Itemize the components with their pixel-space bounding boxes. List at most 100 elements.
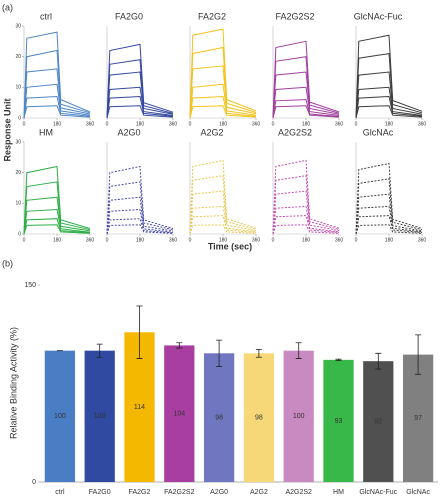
x-tick-label: GlcNAc-Fuc: [359, 489, 397, 496]
value-label: 93: [335, 418, 343, 425]
x-tick-label: A2G0: [210, 489, 228, 496]
sensorgram-curve: [272, 71, 340, 119]
panel-label: (b): [2, 258, 13, 268]
sensorgram-curve: [106, 165, 174, 235]
sensorgram-curve: [189, 159, 257, 235]
sensorgram-curve: [355, 178, 423, 235]
panel-title: FA2G2: [198, 11, 226, 21]
x-tick-label: 360: [418, 237, 427, 243]
sensorgram-curve: [106, 71, 174, 119]
sensorgram-curve: [272, 215, 340, 235]
x-tick-label: 180: [136, 237, 145, 243]
x-tick-label: 0: [23, 121, 26, 127]
value-label: 97: [414, 415, 422, 422]
sensorgram-curve: [189, 65, 257, 119]
panel-title: FA2G2S2: [275, 11, 314, 21]
sensorgram-curve: [106, 181, 174, 235]
value-label: 98: [255, 414, 263, 421]
value-label: 100: [54, 413, 66, 420]
error-bar: [216, 339, 223, 367]
x-tick-label: 360: [169, 121, 178, 127]
y-tick-label: 0: [18, 115, 21, 121]
sensorgram-curve: [23, 95, 91, 119]
y-tick-label: 0: [18, 231, 21, 237]
sensorgram-curve: [355, 53, 423, 119]
sensorgram-curve: [23, 105, 91, 119]
sensorgram-curve: [189, 105, 257, 119]
bar: [84, 350, 115, 482]
sensorgram-curve: [355, 95, 423, 119]
sensorgram-curve: [189, 83, 257, 119]
x-tick-label: 0: [189, 237, 192, 243]
x-tick-label: 0: [106, 237, 109, 243]
panel-title: ctrl: [40, 11, 52, 21]
sensorgram-curve: [272, 159, 340, 235]
sensorgram-curve: [23, 196, 91, 235]
sensorgram-curve: [106, 224, 174, 235]
x-tick-label: 180: [136, 121, 145, 127]
sensorgram-curve: [106, 208, 174, 235]
x-tick-label: 180: [53, 121, 62, 127]
sensorgram-curve: [106, 86, 174, 119]
y-tick-label: 20: [15, 170, 21, 176]
x-tick-label: 360: [252, 121, 261, 127]
sensorgram-curve: [272, 56, 340, 119]
x-tick-label: 0: [272, 237, 275, 243]
x-tick-label: FA2G0: [89, 489, 111, 496]
x-tick-label: HM: [333, 489, 344, 496]
sensorgram-curve: [189, 205, 257, 235]
value-label: 100: [293, 413, 305, 420]
x-tick-label: 0: [355, 237, 358, 243]
bar: [323, 359, 354, 482]
x-tick-label: 360: [335, 121, 344, 127]
panel-title: A2G2: [200, 127, 223, 137]
sensorgram-curve: [355, 105, 423, 119]
x-tick-label: FA2G2: [129, 489, 151, 496]
bar: [243, 353, 275, 482]
sensorgram-curve: [23, 31, 91, 119]
sensorgram-curve: [355, 193, 423, 235]
value-label: 114: [134, 404, 145, 411]
bar: [203, 353, 235, 482]
bar: [164, 345, 195, 482]
sensorgram-curve: [189, 215, 257, 235]
sensorgram-curve: [23, 83, 91, 119]
value-label: 104: [173, 411, 185, 418]
sensorgram-curve: [23, 49, 91, 119]
sensorgram-curve: [355, 162, 423, 235]
x-tick-label: 0: [106, 121, 109, 127]
x-tick-label: 360: [86, 237, 95, 243]
x-tick-label: 180: [219, 237, 228, 243]
sensorgram-curve: [106, 218, 174, 235]
x-tick-label: 180: [302, 121, 311, 127]
sensorgram-curve: [23, 224, 91, 235]
error-bar: [176, 342, 183, 349]
panel-title: GlcNAc-Fuc: [354, 11, 403, 21]
sensorgram-curve: [189, 46, 257, 119]
error-bar: [136, 305, 143, 359]
error-bar: [415, 334, 422, 375]
y-tick-label: 10: [15, 201, 21, 207]
sensorgram-curve: [355, 224, 423, 235]
y-tick-label: 30: [15, 139, 21, 145]
sensorgram-curve: [272, 86, 340, 119]
sensorgram-curve: [23, 218, 91, 235]
x-tick-label: GlcNAc: [406, 489, 430, 496]
panel-title: A2G0: [117, 127, 140, 137]
sensorgram-curve: [272, 105, 340, 119]
sensorgram-curve: [189, 28, 257, 119]
bar: [283, 350, 314, 482]
sensorgram-curve: [106, 196, 174, 235]
panel-title: A2G2S2: [278, 127, 312, 137]
error-bar: [96, 343, 103, 358]
sensorgram-curve: [23, 181, 91, 235]
sensorgram-curve: [355, 34, 423, 119]
x-tick-label: ctrl: [55, 489, 65, 496]
sensorgram-curve: [23, 208, 91, 235]
sensorgram-curve: [23, 165, 91, 235]
value-label: 92: [374, 418, 382, 425]
sensorgram-curve: [272, 205, 340, 235]
y-tick-label: 30: [15, 23, 21, 29]
x-tick-label: 360: [335, 237, 344, 243]
sensorgram-curve: [272, 224, 340, 235]
